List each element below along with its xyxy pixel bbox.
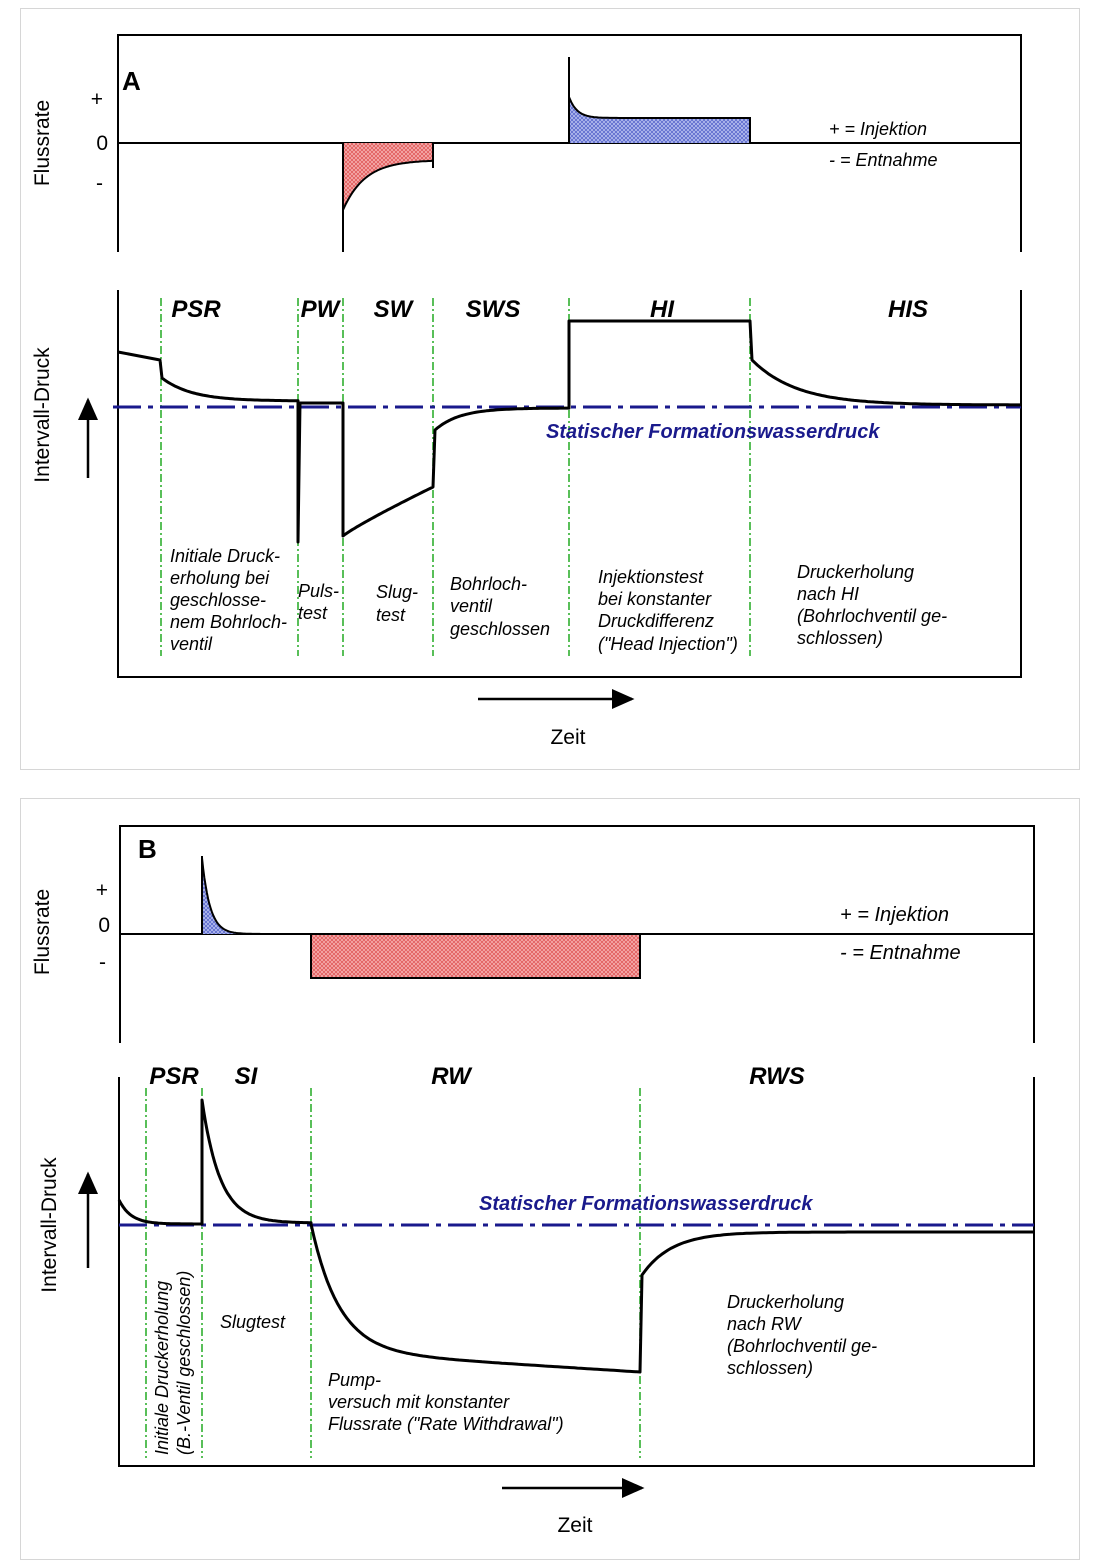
- tick-plus: +: [91, 88, 103, 111]
- annotation-his: Druckerholung nach HI (Bohrlochventil ge…: [797, 562, 952, 648]
- time-axis-label-a: Zeit: [550, 726, 585, 749]
- injection-flow-curve-b: [201, 856, 300, 935]
- annotation-rws: Druckerholung nach RW (Bohrlochventil ge…: [727, 1292, 882, 1378]
- withdrawal-flow-area: [343, 143, 433, 252]
- annotation-sws: Bohrloch- ventil geschlossen: [450, 574, 550, 639]
- time-axis-label-b: Zeit: [557, 1514, 592, 1537]
- annotation-psr: Initiale Druck- erholung bei geschlosse-…: [170, 546, 292, 654]
- panel-b-flow-section: B + 0 - Flussrate + = Injektion - = Entn…: [31, 825, 1035, 1043]
- tick-plus-b: +: [96, 879, 108, 902]
- withdrawal-flow-curve: [342, 143, 434, 252]
- pressure-axis-label-b: Intervall-Druck: [38, 1157, 61, 1293]
- panel-b-pressure-frame: [118, 1077, 1035, 1467]
- phase-label-pw: PW: [301, 296, 342, 323]
- panel-a-pressure-frame: [117, 290, 1022, 678]
- legend-injection-b: + = Injektion: [840, 904, 949, 926]
- static-pressure-label-a: Statischer Formationswasserdruck: [546, 421, 880, 443]
- panel-b-label: B: [138, 834, 157, 864]
- injection-flow-area-b: [202, 856, 300, 934]
- annotation-psr-b: Initiale Druckerholung (B.-Ventil geschl…: [152, 1271, 194, 1455]
- panel-a: [20, 8, 1080, 770]
- annotation-rw: Pump- versuch mit konstanter Flussrate (…: [328, 1370, 564, 1434]
- tick-zero: 0: [96, 132, 108, 155]
- panel-b-pressure-section: Statischer Formationswasserdruck PSR SI …: [38, 1063, 1035, 1537]
- tick-minus: -: [96, 172, 103, 195]
- flow-axis-label: Flussrate: [31, 100, 54, 186]
- phase-label-psr-b: PSR: [149, 1063, 199, 1090]
- panel-a-flow-section: A + 0 - Flussrate + = Injektion - = Entn…: [31, 34, 1022, 252]
- tick-minus-b: -: [99, 951, 106, 974]
- panel-b-phase-boundaries: [145, 1088, 641, 1458]
- tick-zero-b: 0: [98, 914, 110, 937]
- phase-label-sws: SWS: [466, 296, 521, 323]
- phase-label-psr: PSR: [171, 296, 221, 323]
- phase-label-hi: HI: [650, 296, 675, 323]
- annotation-sw: Slug- test: [376, 582, 423, 625]
- annotation-pw: Puls- test: [298, 581, 344, 623]
- panel-a-label: A: [122, 66, 141, 96]
- panel-b: [20, 798, 1080, 1560]
- legend-withdrawal: - = Entnahme: [829, 150, 938, 170]
- phase-label-rw: RW: [431, 1063, 473, 1090]
- withdrawal-flow-area-b: [310, 933, 641, 979]
- panel-a-pressure-curve: [117, 319, 1021, 544]
- phase-label-sw: SW: [374, 296, 415, 323]
- static-pressure-label-b: Statischer Formationswasserdruck: [479, 1193, 813, 1215]
- injection-flow-area: [569, 57, 750, 143]
- panel-b-pressure-curve: [117, 1098, 1034, 1374]
- legend-withdrawal-b: - = Entnahme: [840, 942, 961, 964]
- legend-injection: + = Injektion: [829, 119, 927, 139]
- annotation-si: Slugtest: [220, 1312, 286, 1332]
- injection-flow-curve: [568, 57, 751, 143]
- phase-label-rws: RWS: [749, 1063, 805, 1090]
- flow-axis-label-b: Flussrate: [31, 889, 54, 975]
- phase-label-his: HIS: [888, 296, 928, 323]
- annotation-hi: Injektionstest bei konstanter Druckdiffe…: [598, 567, 738, 654]
- phase-label-si: SI: [235, 1063, 259, 1090]
- panel-a-pressure-section: Statischer Formationswasserdruck PSR PW …: [31, 290, 1022, 749]
- pressure-axis-label-a: Intervall-Druck: [31, 347, 54, 483]
